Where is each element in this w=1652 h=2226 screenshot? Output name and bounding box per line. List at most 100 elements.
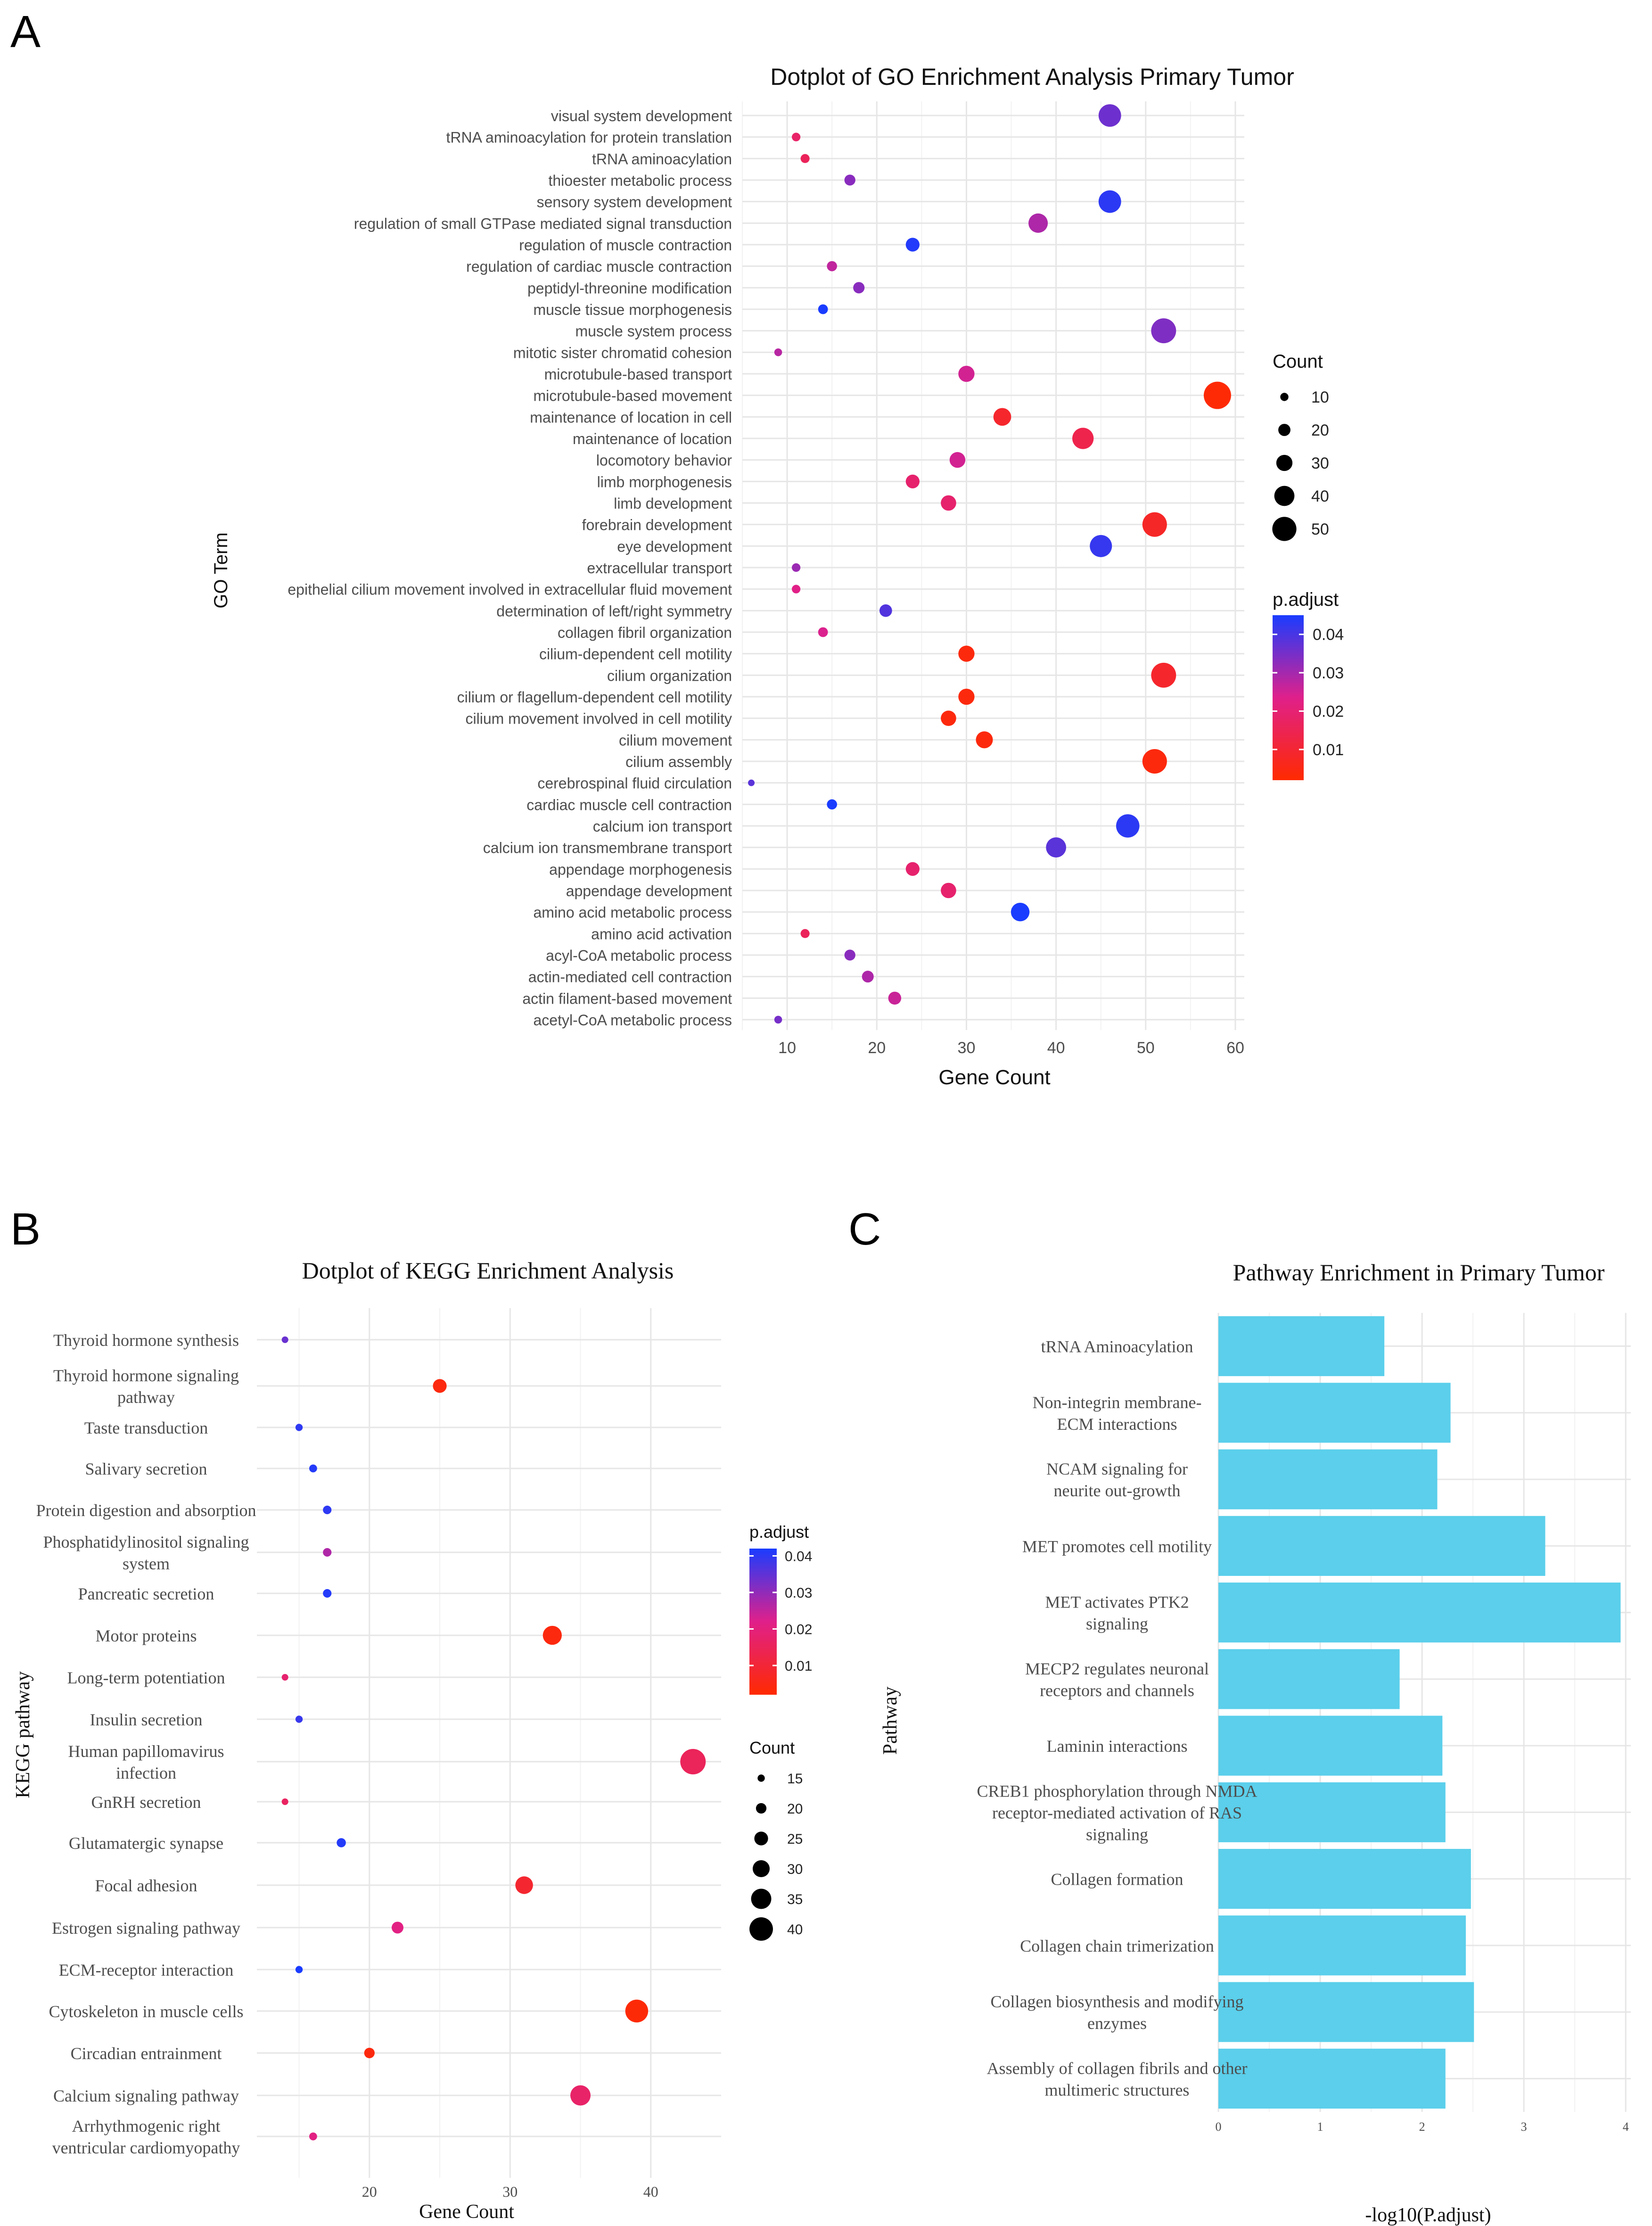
go-term-label: actin-mediated cell contraction: [528, 969, 732, 986]
kegg-pathway-label: Cytoskeleton in muscle cells: [49, 2002, 244, 2021]
go-dot: [958, 365, 975, 382]
panel-label-b: B: [10, 1204, 41, 1254]
go-dot: [941, 495, 956, 511]
go-dot: [791, 132, 801, 141]
kegg-pathway-label: Salivary secretion: [85, 1459, 207, 1478]
panel-label-c: C: [848, 1204, 881, 1254]
go-color-bar: [1273, 615, 1304, 780]
kegg-pathway-label: Arrhythmogenic right: [72, 2117, 221, 2135]
go-term-label: thioester metabolic process: [548, 172, 732, 189]
go-term-label: cilium movement: [619, 732, 732, 749]
go-dot: [748, 779, 755, 786]
go-dot: [1011, 902, 1030, 922]
kegg-dot: [309, 2132, 317, 2141]
pathway-label: receptor-mediated activation of RAS: [992, 1803, 1242, 1822]
go-size-key-label: 40: [1311, 487, 1329, 505]
go-dot: [993, 408, 1011, 426]
go-chart-title: Dotplot of GO Enrichment Analysis Primar…: [770, 64, 1294, 90]
go-term-label: cilium-dependent cell motility: [539, 646, 732, 663]
go-dot: [1098, 190, 1121, 213]
go-size-key-dot: [1272, 517, 1297, 541]
pathway-label: Collagen chain trimerization: [1020, 1937, 1214, 1955]
go-x-tick-label: 20: [868, 1039, 886, 1057]
go-term-label: extracellular transport: [587, 560, 732, 577]
go-term-label: microtubule-based transport: [544, 366, 732, 383]
go-dot: [958, 688, 975, 705]
go-term-label: eye development: [617, 538, 732, 555]
pathway-label: tRNA Aminoacylation: [1041, 1337, 1193, 1356]
pathway-x-tick-label: 3: [1521, 2120, 1527, 2134]
kegg-dot: [281, 1798, 288, 1805]
go-dot: [1072, 428, 1094, 449]
go-dot: [800, 929, 810, 938]
kegg-size-key-dot: [752, 1860, 770, 1878]
kegg-color-tick-label: 0.02: [785, 1622, 812, 1638]
go-dot: [1028, 213, 1048, 233]
pathway-bar: [1218, 1849, 1471, 1909]
go-x-tick-label: 60: [1226, 1039, 1244, 1057]
kegg-size-key-dot: [754, 1831, 768, 1846]
go-dot: [1046, 837, 1067, 858]
kegg-size-key-label: 30: [787, 1862, 803, 1877]
kegg-pathway-label: Focal adhesion: [95, 1876, 197, 1895]
go-term-label: regulation of small GTPase mediated sign…: [354, 215, 732, 232]
kegg-x-tick-label: 40: [643, 2183, 658, 2200]
go-dot: [774, 1015, 782, 1024]
go-size-key-label: 30: [1311, 454, 1329, 472]
go-term-label: calcium ion transport: [593, 818, 732, 835]
go-size-key-dot: [1276, 454, 1293, 471]
go-size-key-dot: [1280, 393, 1289, 401]
go-dot: [1090, 535, 1112, 557]
go-size-key-dot: [1274, 486, 1295, 506]
kegg-pathway-label: ECM-receptor interaction: [59, 1961, 234, 1979]
go-color-legend-title: p.adjust: [1273, 589, 1339, 610]
kegg-plot-area: 20 30 40 Thyroid hormone synthesis Thyroid h…: [36, 1308, 721, 2200]
kegg-dot: [323, 1548, 332, 1557]
kegg-dot: [309, 1464, 317, 1473]
kegg-color-legend: 0.04 0.03 0.02 0.01: [749, 1549, 812, 1695]
go-term-label: maintenance of location in cell: [530, 409, 732, 426]
kegg-dot: [625, 1999, 649, 2023]
go-term-label: collagen fibril organization: [558, 624, 732, 641]
go-dot: [976, 731, 993, 749]
kegg-x-tick-label: 30: [502, 2183, 518, 2200]
go-term-label: locomotory behavior: [596, 452, 732, 469]
kegg-pathway-label: Thyroid hormone synthesis: [53, 1331, 239, 1350]
kegg-dot: [433, 1379, 447, 1393]
go-size-key-label: 50: [1311, 520, 1329, 538]
pathway-bar: [1218, 1649, 1400, 1709]
go-dot: [818, 627, 828, 637]
pathway-label: Laminin interactions: [1047, 1737, 1188, 1756]
kegg-size-key-dot: [756, 1803, 767, 1814]
pathway-x-tick-label: 2: [1419, 2120, 1425, 2134]
go-dot: [791, 585, 801, 594]
go-term-label: muscle tissue morphogenesis: [533, 301, 732, 318]
go-color-tick-label: 0.04: [1313, 626, 1344, 644]
go-dot: [1203, 381, 1231, 409]
go-color-tick-label: 0.02: [1313, 702, 1344, 720]
go-dot: [905, 238, 920, 252]
pathway-label: neurite out-growth: [1054, 1481, 1181, 1500]
go-term-label: visual system development: [551, 107, 732, 124]
pathway-x-tick-label: 4: [1623, 2120, 1629, 2134]
pathway-label: signaling: [1086, 1825, 1148, 1844]
go-dot: [800, 154, 810, 163]
kegg-size-key-dot: [749, 1917, 773, 1941]
pathway-label: Collagen biosynthesis and modifying: [991, 1992, 1244, 2011]
kegg-dot: [515, 1876, 533, 1894]
pathway-label: signaling: [1086, 1615, 1148, 1633]
go-term-label: regulation of muscle contraction: [519, 237, 732, 254]
go-size-legend-title: Count: [1273, 351, 1323, 372]
pathway-x-tick-label: 0: [1216, 2120, 1222, 2134]
kegg-pathway-label: system: [123, 1554, 170, 1573]
kegg-pathway-label: Human papillomavirus: [68, 1742, 224, 1761]
kegg-y-axis-label: KEGG pathway: [12, 1671, 34, 1798]
go-dot: [1151, 662, 1176, 688]
go-dot: [941, 710, 956, 726]
go-dot: [818, 304, 828, 314]
kegg-size-key-label: 40: [787, 1922, 803, 1937]
go-term-label: acyl-CoA metabolic process: [546, 947, 732, 964]
pathway-label: Assembly of collagen fibrils and other: [987, 2059, 1248, 2078]
go-term-label: actin filament-based movement: [522, 990, 732, 1007]
